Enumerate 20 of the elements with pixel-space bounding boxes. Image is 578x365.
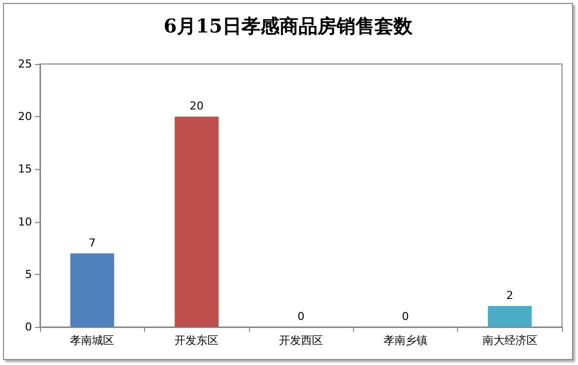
y-tick-label: 5 bbox=[25, 268, 32, 281]
chart-title: 6月15日孝感商品房销售套数 bbox=[164, 16, 414, 38]
data-label: 20 bbox=[190, 100, 204, 113]
data-label: 0 bbox=[298, 310, 304, 323]
y-tick-label: 20 bbox=[18, 110, 32, 124]
data-label: 0 bbox=[402, 310, 409, 323]
y-tick-label: 15 bbox=[18, 162, 32, 176]
data-label: 2 bbox=[506, 288, 514, 302]
x-tick-label: 开发西区 bbox=[279, 334, 323, 347]
bar bbox=[488, 306, 532, 327]
x-tick-label: 南大经济区 bbox=[482, 334, 538, 347]
bar bbox=[174, 116, 219, 327]
data-label: 7 bbox=[88, 236, 96, 250]
y-tick-label: 10 bbox=[18, 215, 32, 228]
x-tick-label: 孝南乡镇 bbox=[383, 334, 428, 347]
bar bbox=[70, 253, 114, 327]
x-tick-label: 孝南城区 bbox=[70, 334, 114, 347]
y-tick-label: 25 bbox=[18, 58, 32, 70]
y-tick-label: 0 bbox=[25, 320, 32, 334]
x-tick-label: 开发东区 bbox=[174, 334, 219, 347]
